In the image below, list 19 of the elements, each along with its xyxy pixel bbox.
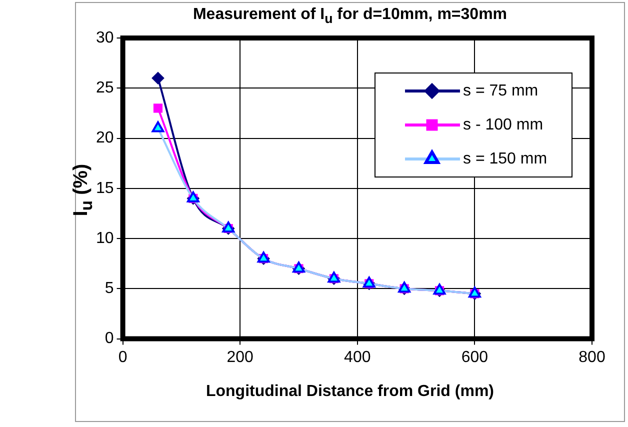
y-tick-label: 0 <box>104 330 114 348</box>
x-tick-label: 200 <box>226 348 254 366</box>
y-tick-label: 30 <box>96 29 114 46</box>
y-tick-label: 5 <box>104 280 114 298</box>
y-tick-label: 20 <box>96 130 114 147</box>
chart-title: Measurement of I$_{u}$ for d=10mm, m=30mm <box>192 6 508 26</box>
legend-label: s = 75 mm <box>463 82 538 100</box>
legend-label: s - 100 mm <box>463 116 544 134</box>
x-tick-label: 600 <box>461 348 488 366</box>
y-tick-label: 15 <box>96 180 114 197</box>
x-tick-label: 0 <box>118 348 128 366</box>
legend-label: s = 150 mm <box>463 150 548 168</box>
point <box>152 72 164 84</box>
x-axis-title: Longitudinal Distance from Grid (mm) <box>204 383 495 401</box>
y-tick-label: 25 <box>96 80 114 97</box>
y-tick-label: 10 <box>96 230 114 247</box>
x-tick-label: 800 <box>578 348 606 366</box>
point <box>153 104 163 113</box>
x-tick-label: 400 <box>344 348 371 366</box>
